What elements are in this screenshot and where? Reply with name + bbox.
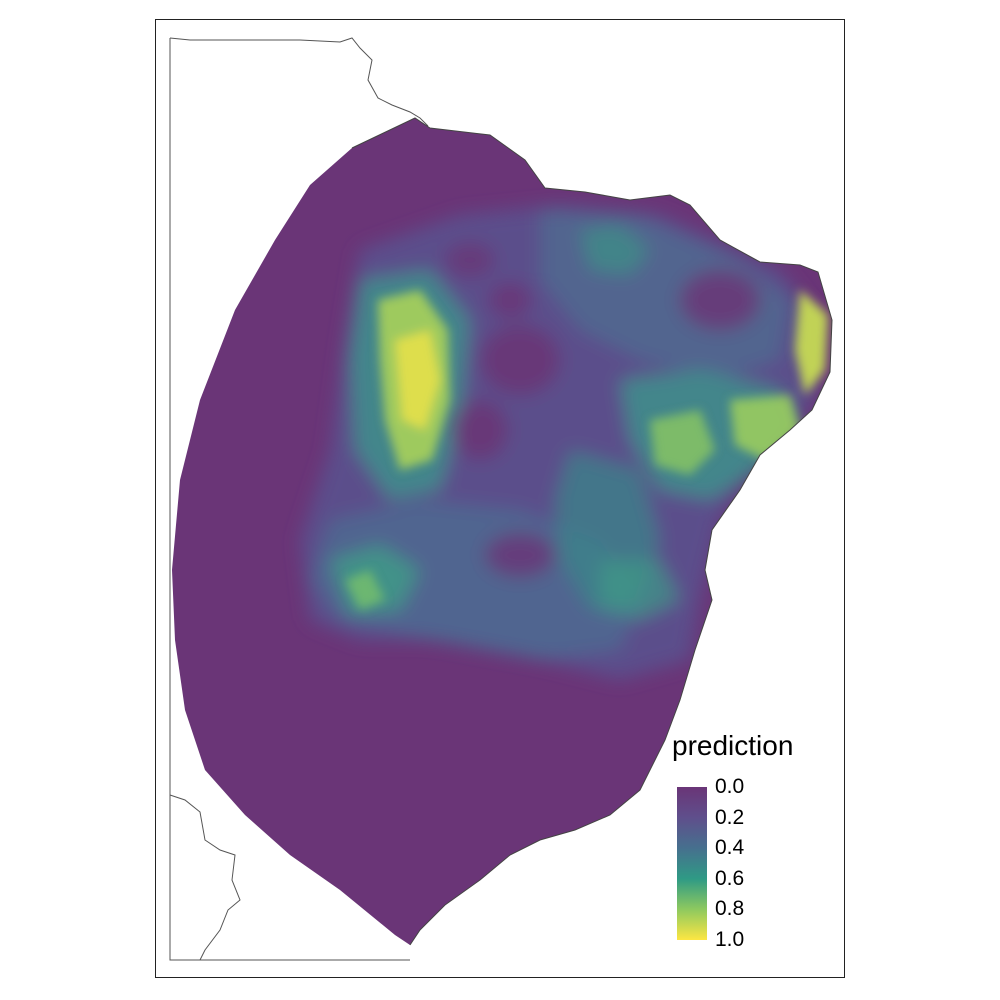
legend-title: prediction	[672, 730, 794, 761]
legend-tick-label: 0.8	[715, 897, 745, 921]
legend-color-bar	[677, 787, 707, 940]
legend-tick-label: 0.6	[715, 866, 745, 890]
boundary-lines	[169, 37, 429, 961]
legend-tick-label: 0.2	[715, 805, 745, 829]
prediction-surface	[300, 205, 828, 680]
coastline-outline	[351, 117, 833, 946]
legend-tick-label: 0.0	[715, 775, 745, 798]
legend-tick-label: 0.4	[715, 836, 745, 860]
legend-tick-label: 1.0	[715, 928, 745, 951]
